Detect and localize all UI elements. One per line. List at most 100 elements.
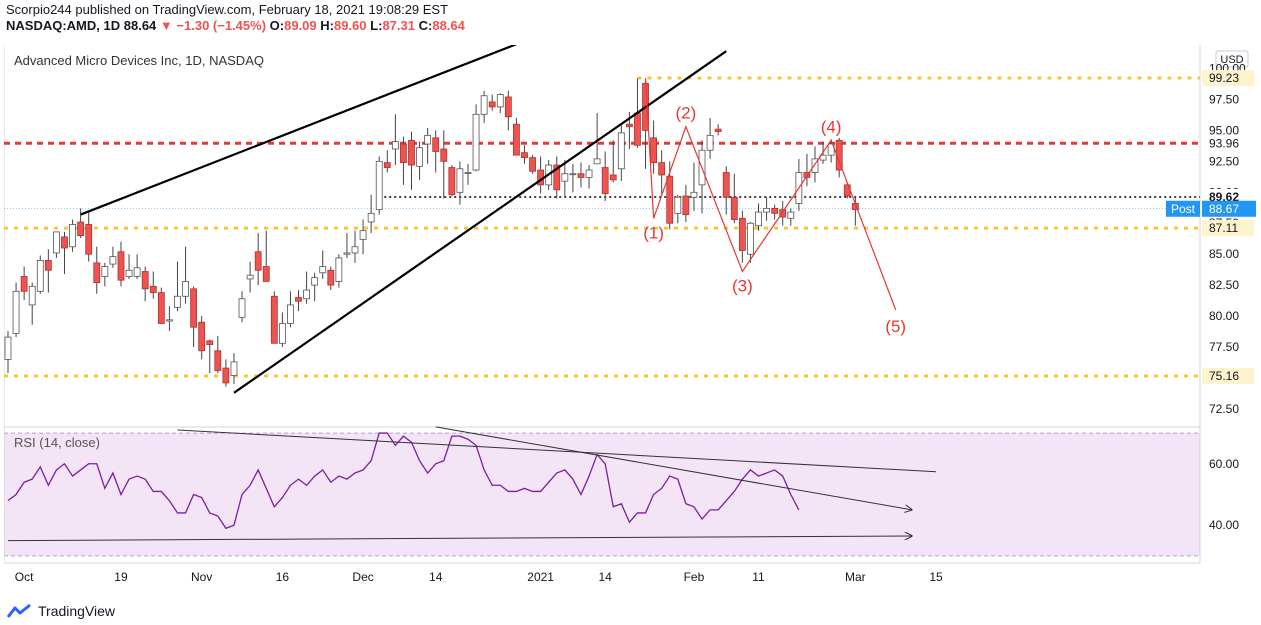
candle-body bbox=[480, 95, 488, 115]
candle bbox=[367, 194, 375, 234]
candle-body bbox=[36, 259, 44, 292]
candle-body bbox=[416, 147, 423, 167]
candle bbox=[391, 114, 399, 166]
candle bbox=[287, 291, 294, 328]
candle bbox=[295, 290, 302, 312]
candle bbox=[617, 125, 625, 182]
y-tick-label: 72.50 bbox=[1209, 402, 1239, 416]
candle-body bbox=[109, 256, 117, 265]
x-tick-label: 14 bbox=[429, 570, 443, 584]
candle-body bbox=[464, 172, 472, 174]
candle bbox=[36, 255, 44, 294]
candle bbox=[787, 208, 795, 226]
level-label: 93.96 bbox=[1209, 136, 1239, 150]
level-label-bg bbox=[1202, 70, 1254, 87]
candle bbox=[569, 163, 577, 193]
candle-body bbox=[327, 269, 335, 286]
x-tick-label: 2021 bbox=[527, 570, 554, 584]
candle-body bbox=[343, 252, 351, 255]
candle-body bbox=[400, 143, 407, 163]
candle bbox=[755, 203, 762, 231]
price-change: ▼ −1.30 (−1.45%) bbox=[159, 18, 267, 33]
candle bbox=[456, 161, 464, 205]
candle-body bbox=[254, 251, 262, 271]
candle-body bbox=[198, 321, 206, 352]
x-tick-label: 15 bbox=[929, 570, 943, 584]
y-tick-label: 85.00 bbox=[1209, 247, 1239, 261]
wedge-trendline bbox=[233, 50, 727, 394]
candle-body bbox=[771, 207, 779, 214]
candle bbox=[698, 140, 706, 214]
candle bbox=[803, 153, 811, 187]
candle-body bbox=[287, 304, 294, 324]
candle bbox=[593, 113, 601, 165]
candle bbox=[682, 184, 690, 223]
candle bbox=[722, 166, 730, 215]
currency-badge: USD bbox=[1215, 50, 1249, 68]
candle bbox=[472, 104, 480, 172]
y-tick-label: 92.50 bbox=[1209, 154, 1239, 168]
y-tick-label: 95.00 bbox=[1209, 123, 1239, 137]
candle bbox=[706, 118, 714, 159]
level-label: 75.16 bbox=[1209, 369, 1239, 383]
candlestick-chart[interactable]: Advanced Micro Devices Inc, 1D, NASDAQ RS… bbox=[4, 45, 1256, 598]
candle bbox=[101, 262, 109, 287]
candle bbox=[400, 136, 407, 185]
candle bbox=[157, 287, 165, 324]
candle bbox=[674, 194, 682, 224]
elliott-wave-path bbox=[644, 78, 897, 311]
candle-body bbox=[569, 173, 577, 176]
candle bbox=[359, 219, 367, 255]
candle bbox=[496, 93, 504, 114]
wave-label: (1) bbox=[643, 223, 664, 242]
candle-body bbox=[625, 123, 633, 128]
candle-body bbox=[157, 292, 165, 324]
candle-body bbox=[335, 257, 343, 282]
symbol-label: NASDAQ:AMD, 1D bbox=[6, 18, 121, 33]
candle bbox=[278, 312, 286, 348]
candle bbox=[553, 156, 561, 199]
candle-body bbox=[593, 158, 601, 165]
candle-body bbox=[238, 298, 246, 318]
candle bbox=[730, 173, 738, 224]
candle-body bbox=[432, 137, 440, 152]
post-label-bg bbox=[1166, 200, 1200, 217]
candle bbox=[432, 130, 440, 173]
candle bbox=[238, 291, 246, 323]
rsi-trendline bbox=[7, 536, 912, 542]
candle-body bbox=[133, 267, 141, 277]
candle-body bbox=[93, 262, 101, 284]
candle bbox=[464, 163, 472, 185]
candle-body bbox=[174, 295, 181, 308]
candle-body bbox=[125, 269, 133, 277]
candle bbox=[206, 339, 214, 374]
currency-label: USD bbox=[1220, 54, 1243, 66]
open-label: O: bbox=[269, 18, 285, 33]
candle bbox=[303, 271, 310, 304]
tradingview-logo-icon bbox=[6, 603, 31, 618]
candle-body bbox=[182, 281, 189, 297]
x-tick-label: Dec bbox=[352, 570, 373, 584]
post-label: Post bbox=[1171, 202, 1196, 216]
candle-body bbox=[585, 169, 593, 178]
post-value-bg bbox=[1202, 200, 1256, 217]
candle-body bbox=[4, 336, 12, 360]
candle bbox=[658, 150, 666, 194]
candle-body bbox=[383, 162, 391, 168]
candle-body bbox=[270, 295, 278, 344]
chart-header: Scorpio244 published on TradingView.com,… bbox=[6, 2, 465, 34]
candle bbox=[851, 197, 859, 226]
candle-body bbox=[577, 173, 585, 178]
last-price: 88.64 bbox=[123, 18, 157, 33]
candle-body bbox=[424, 134, 432, 145]
candle bbox=[20, 266, 28, 300]
candle-body bbox=[787, 211, 795, 219]
candle bbox=[246, 261, 254, 293]
candle bbox=[4, 330, 12, 374]
candle-body bbox=[69, 224, 76, 248]
candle-body bbox=[561, 173, 569, 182]
x-tick-label: Mar bbox=[845, 570, 866, 584]
candle bbox=[585, 165, 593, 189]
rsi-line bbox=[7, 432, 800, 530]
candle bbox=[843, 182, 851, 199]
